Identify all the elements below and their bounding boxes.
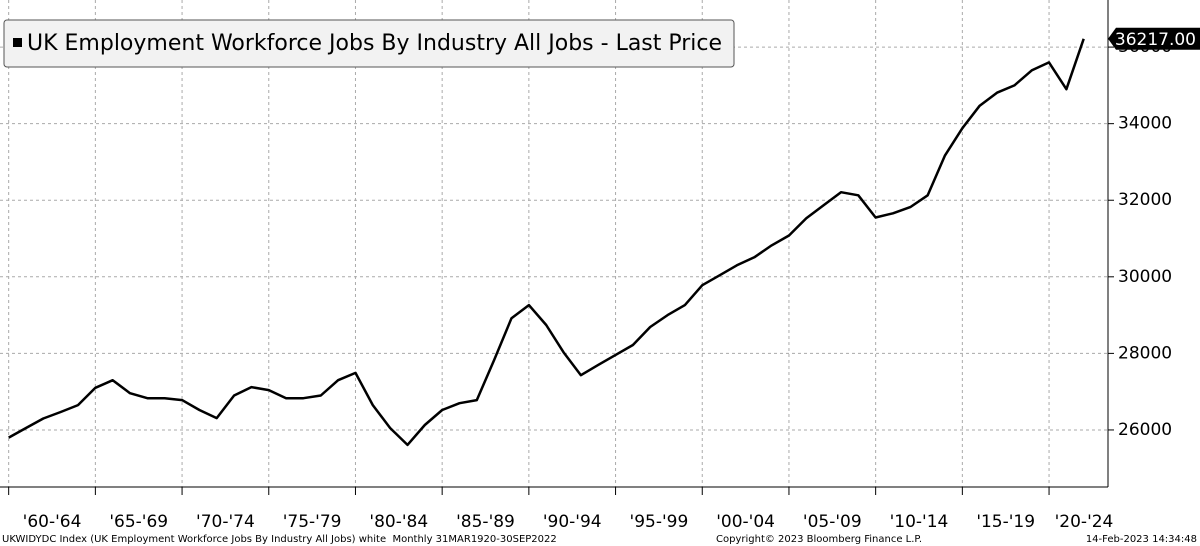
x-tick-label: '15-'19 bbox=[976, 512, 1035, 532]
y-tick-label: 34000 bbox=[1118, 114, 1172, 134]
x-tick-label: '95-'99 bbox=[630, 512, 689, 532]
grid bbox=[0, 0, 1114, 495]
x-tick-label: '90-'94 bbox=[543, 512, 602, 532]
plot bbox=[8, 38, 1085, 447]
legend-box bbox=[3, 19, 735, 68]
x-tick-label: '00-'04 bbox=[716, 512, 775, 532]
legend-label: UK Employment Workforce Jobs By Industry… bbox=[27, 31, 722, 56]
footer-left: UKWIDYDC Index (UK Employment Workforce … bbox=[2, 534, 557, 545]
x-tick-label: '60-'64 bbox=[23, 512, 82, 532]
y-tick-label: 32000 bbox=[1118, 190, 1172, 210]
last-price-box bbox=[1108, 27, 1200, 50]
y-tick-label: 26000 bbox=[1118, 420, 1172, 440]
footer-right: 14-Feb-2023 14:34:48 bbox=[1086, 534, 1197, 545]
series-line bbox=[8, 38, 1085, 447]
x-tick-label: '75-'79 bbox=[283, 512, 342, 532]
last-price-label: 36217.00 bbox=[1115, 30, 1196, 50]
x-tick-label: '10-'14 bbox=[890, 512, 949, 532]
footer-center: Copyright© 2023 Bloomberg Finance L.P. bbox=[716, 534, 922, 545]
x-tick-label: '70-'74 bbox=[196, 512, 255, 532]
y-tick-label: 28000 bbox=[1118, 343, 1172, 363]
x-tick-label: '85-'89 bbox=[456, 512, 515, 532]
x-tick-label: '65-'69 bbox=[109, 512, 168, 532]
x-tick-label: '20-'24 bbox=[1055, 512, 1114, 532]
y-tick-label: 30000 bbox=[1118, 267, 1172, 287]
legend-swatch bbox=[13, 38, 22, 47]
x-tick-label: '80-'84 bbox=[369, 512, 428, 532]
x-tick-label: '05-'09 bbox=[803, 512, 862, 532]
